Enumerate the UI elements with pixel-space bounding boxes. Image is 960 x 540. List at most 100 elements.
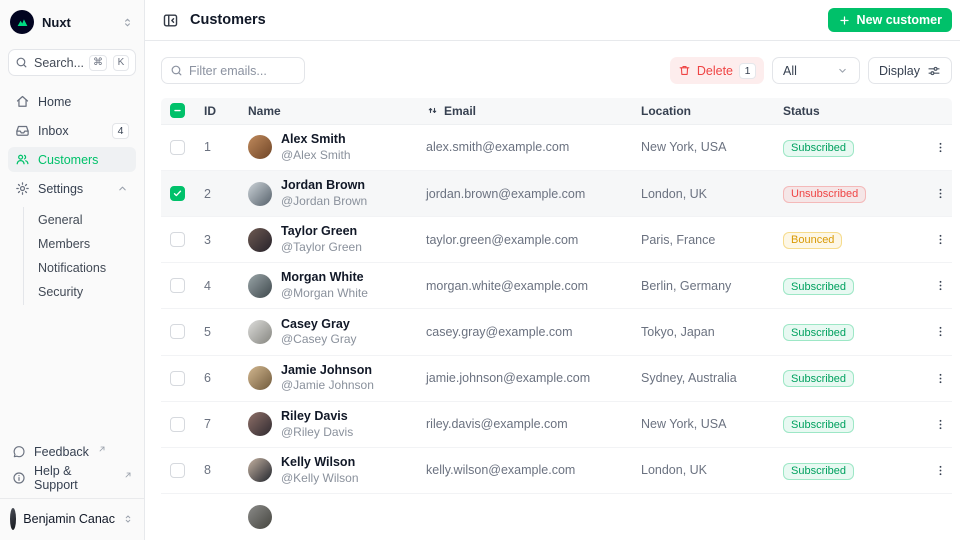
table-row[interactable]: 4 Morgan White @Morgan White morgan.white… [161,263,952,310]
customer-avatar [248,181,272,206]
table-row[interactable]: 1 Alex Smith @Alex Smith alex.smith@examp… [161,124,952,171]
select-all-checkbox[interactable] [170,103,185,119]
sidebar-item-general[interactable]: General [38,213,83,227]
column-header-id[interactable]: ID [204,103,216,118]
customers-icon [15,152,30,167]
page-title: Customers [190,12,266,28]
customer-handle: @Riley Davis [281,424,354,439]
search-icon [15,56,28,69]
row-checkbox[interactable] [170,370,185,386]
sidebar-item-settings[interactable]: Settings [8,176,136,201]
sliders-icon [927,64,941,78]
page-header: Customers New customer [145,0,960,41]
row-id: 4 [204,278,211,293]
customer-avatar [248,319,272,344]
main-panel: Customers New customer [145,0,960,540]
new-customer-button[interactable]: New customer [827,8,952,32]
sidebar-item-security[interactable]: Security [38,285,84,299]
row-checkbox[interactable] [170,232,185,248]
column-header-email[interactable]: Email [426,104,641,118]
row-menu-button[interactable] [930,229,951,250]
customer-name: Jamie Johnson [281,362,372,377]
column-header-status[interactable]: Status [783,103,820,118]
user-menu[interactable]: Benjamin Canac [8,499,136,532]
search-placeholder: Search... [34,55,83,70]
status-filter-value: All [783,63,797,78]
row-id: 2 [204,186,211,201]
customer-name: Casey Gray [281,316,350,331]
sidebar: Nuxt Search... ⌘ K Home [0,0,145,540]
row-menu-button[interactable] [930,183,951,204]
customer-name: Jordan Brown [281,178,366,193]
column-header-location[interactable]: Location [641,103,691,118]
sidebar-item-notifications[interactable]: Notifications [38,261,107,275]
row-menu-button[interactable] [930,460,951,481]
customer-avatar [248,412,272,437]
sidebar-item-customers[interactable]: Customers [8,147,136,172]
table-row[interactable] [161,493,952,540]
inbox-icon [15,123,30,138]
customer-handle: @Casey Gray [281,332,357,347]
customer-email: kelly.wilson@example.com [426,463,576,478]
workspace-switcher[interactable]: Nuxt [8,8,136,36]
row-menu-button[interactable] [930,275,951,296]
customer-handle: @Jordan Brown [281,193,368,208]
table-row[interactable]: 7 Riley Davis @Riley Davis riley.davis@ex… [161,401,952,448]
customer-location: Sydney, Australia [641,371,737,386]
search-input[interactable]: Search... ⌘ K [8,49,136,76]
display-button[interactable]: Display [868,57,952,84]
help-support-link[interactable]: Help & Support [8,464,136,492]
collapse-sidebar-icon[interactable] [162,12,179,29]
row-menu-button[interactable] [930,368,951,389]
row-menu-button[interactable] [930,414,951,435]
table-row[interactable]: 8 Kelly Wilson @Kelly Wilson kelly.wilson… [161,447,952,494]
row-checkbox[interactable] [170,462,185,478]
row-checkbox[interactable] [170,186,185,201]
customer-location: Paris, France [641,232,716,247]
row-checkbox[interactable] [170,416,185,432]
customer-email: alex.smith@example.com [426,140,570,155]
sidebar-item-home[interactable]: Home [8,89,136,114]
row-checkbox[interactable] [170,139,185,155]
row-menu-button[interactable] [930,137,951,158]
feedback-link[interactable]: Feedback [8,440,136,464]
row-checkbox[interactable] [170,324,185,340]
table-row[interactable]: 5 Casey Gray @Casey Gray casey.gray@examp… [161,309,952,356]
customer-avatar [248,227,272,252]
row-id: 6 [204,371,211,386]
sidebar-footer-links: Feedback Help & Support [8,440,136,492]
customer-email: jamie.johnson@example.com [426,371,591,386]
sidebar-item-members[interactable]: Members [38,237,91,251]
filter-emails-input[interactable] [189,63,296,78]
filter-emails-field[interactable] [161,57,305,84]
customer-name: Kelly Wilson [281,455,356,470]
table-header-row: ID Name Email Location Status [161,98,952,125]
sidebar-item-label: Settings [38,181,84,196]
customer-location: Berlin, Germany [641,278,732,293]
customer-name: Taylor Green [281,224,358,239]
table-row[interactable]: 6 Jamie Johnson @Jamie Johnson jamie.john… [161,355,952,402]
user-avatar [10,508,17,530]
customer-handle: @Alex Smith [281,147,351,162]
help-support-label: Help & Support [34,464,78,492]
sidebar-item-inbox[interactable]: Inbox 4 [8,118,136,143]
customer-handle: @Taylor Green [281,239,362,254]
search-icon [170,64,183,77]
delete-button[interactable]: Delete 1 [669,57,764,84]
row-menu-button[interactable] [930,321,951,342]
table-row[interactable]: 3 Taylor Green @Taylor Green taylor.green… [161,217,952,264]
row-checkbox[interactable] [170,278,185,294]
column-header-name[interactable]: Name [248,103,281,118]
customer-location: London, UK [641,463,708,478]
customer-email: casey.gray@example.com [426,324,573,339]
table-row[interactable]: 2 Jordan Brown @Jordan Brown jordan.brown… [161,170,952,218]
status-badge: Subscribed [783,139,855,157]
customer-handle: @Morgan White [281,286,368,301]
kbd-key: K [113,54,129,71]
nuxt-logo-icon [10,10,34,34]
chevron-down-icon [836,64,849,77]
settings-sub-list: General Members Notifications Security [23,207,136,305]
status-filter-select[interactable]: All [772,57,860,84]
status-badge: Subscribed [783,278,855,296]
